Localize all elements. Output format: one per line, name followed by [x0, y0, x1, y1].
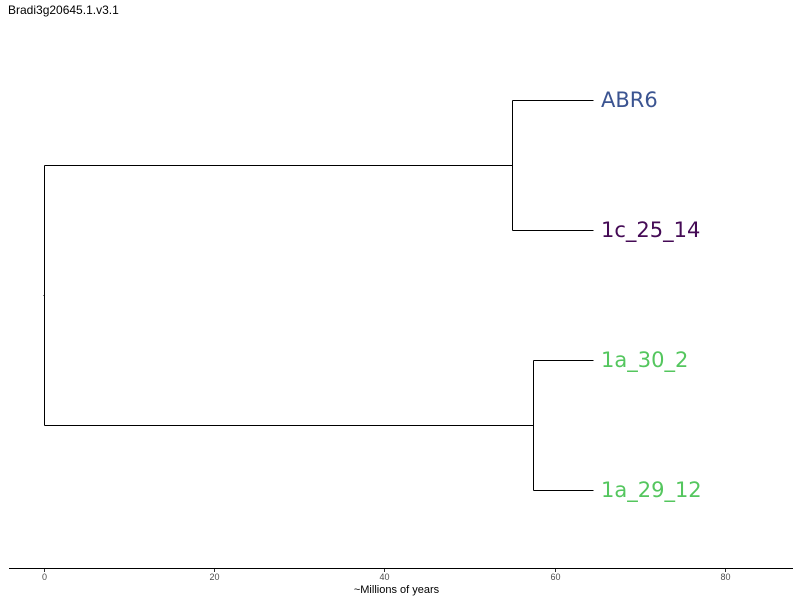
tick-label-60: 60 — [550, 572, 560, 582]
leaf-labels: ABR6 1c_25_14 1a_30_2 1a_29_12 — [601, 88, 702, 503]
axis-ticks: 0 20 40 60 80 — [42, 569, 731, 582]
leaf-label-1c-25-14: 1c_25_14 — [601, 218, 700, 243]
leaf-label-abr6: ABR6 — [601, 88, 658, 112]
tick-label-20: 20 — [209, 572, 219, 582]
tick-label-0: 0 — [42, 572, 47, 582]
leaf-label-1a-29-12: 1a_29_12 — [601, 478, 702, 503]
time-axis: 0 20 40 60 80 ~Millions of years — [9, 568, 793, 596]
page-title: Bradi3g20645.1.v3.1 — [8, 3, 119, 17]
tick-label-80: 80 — [720, 572, 730, 582]
leaf-label-1a-30-2: 1a_30_2 — [601, 348, 688, 373]
tree-branches — [43, 100, 594, 491]
tick-label-40: 40 — [379, 572, 389, 582]
x-axis-title: ~Millions of years — [354, 584, 440, 596]
